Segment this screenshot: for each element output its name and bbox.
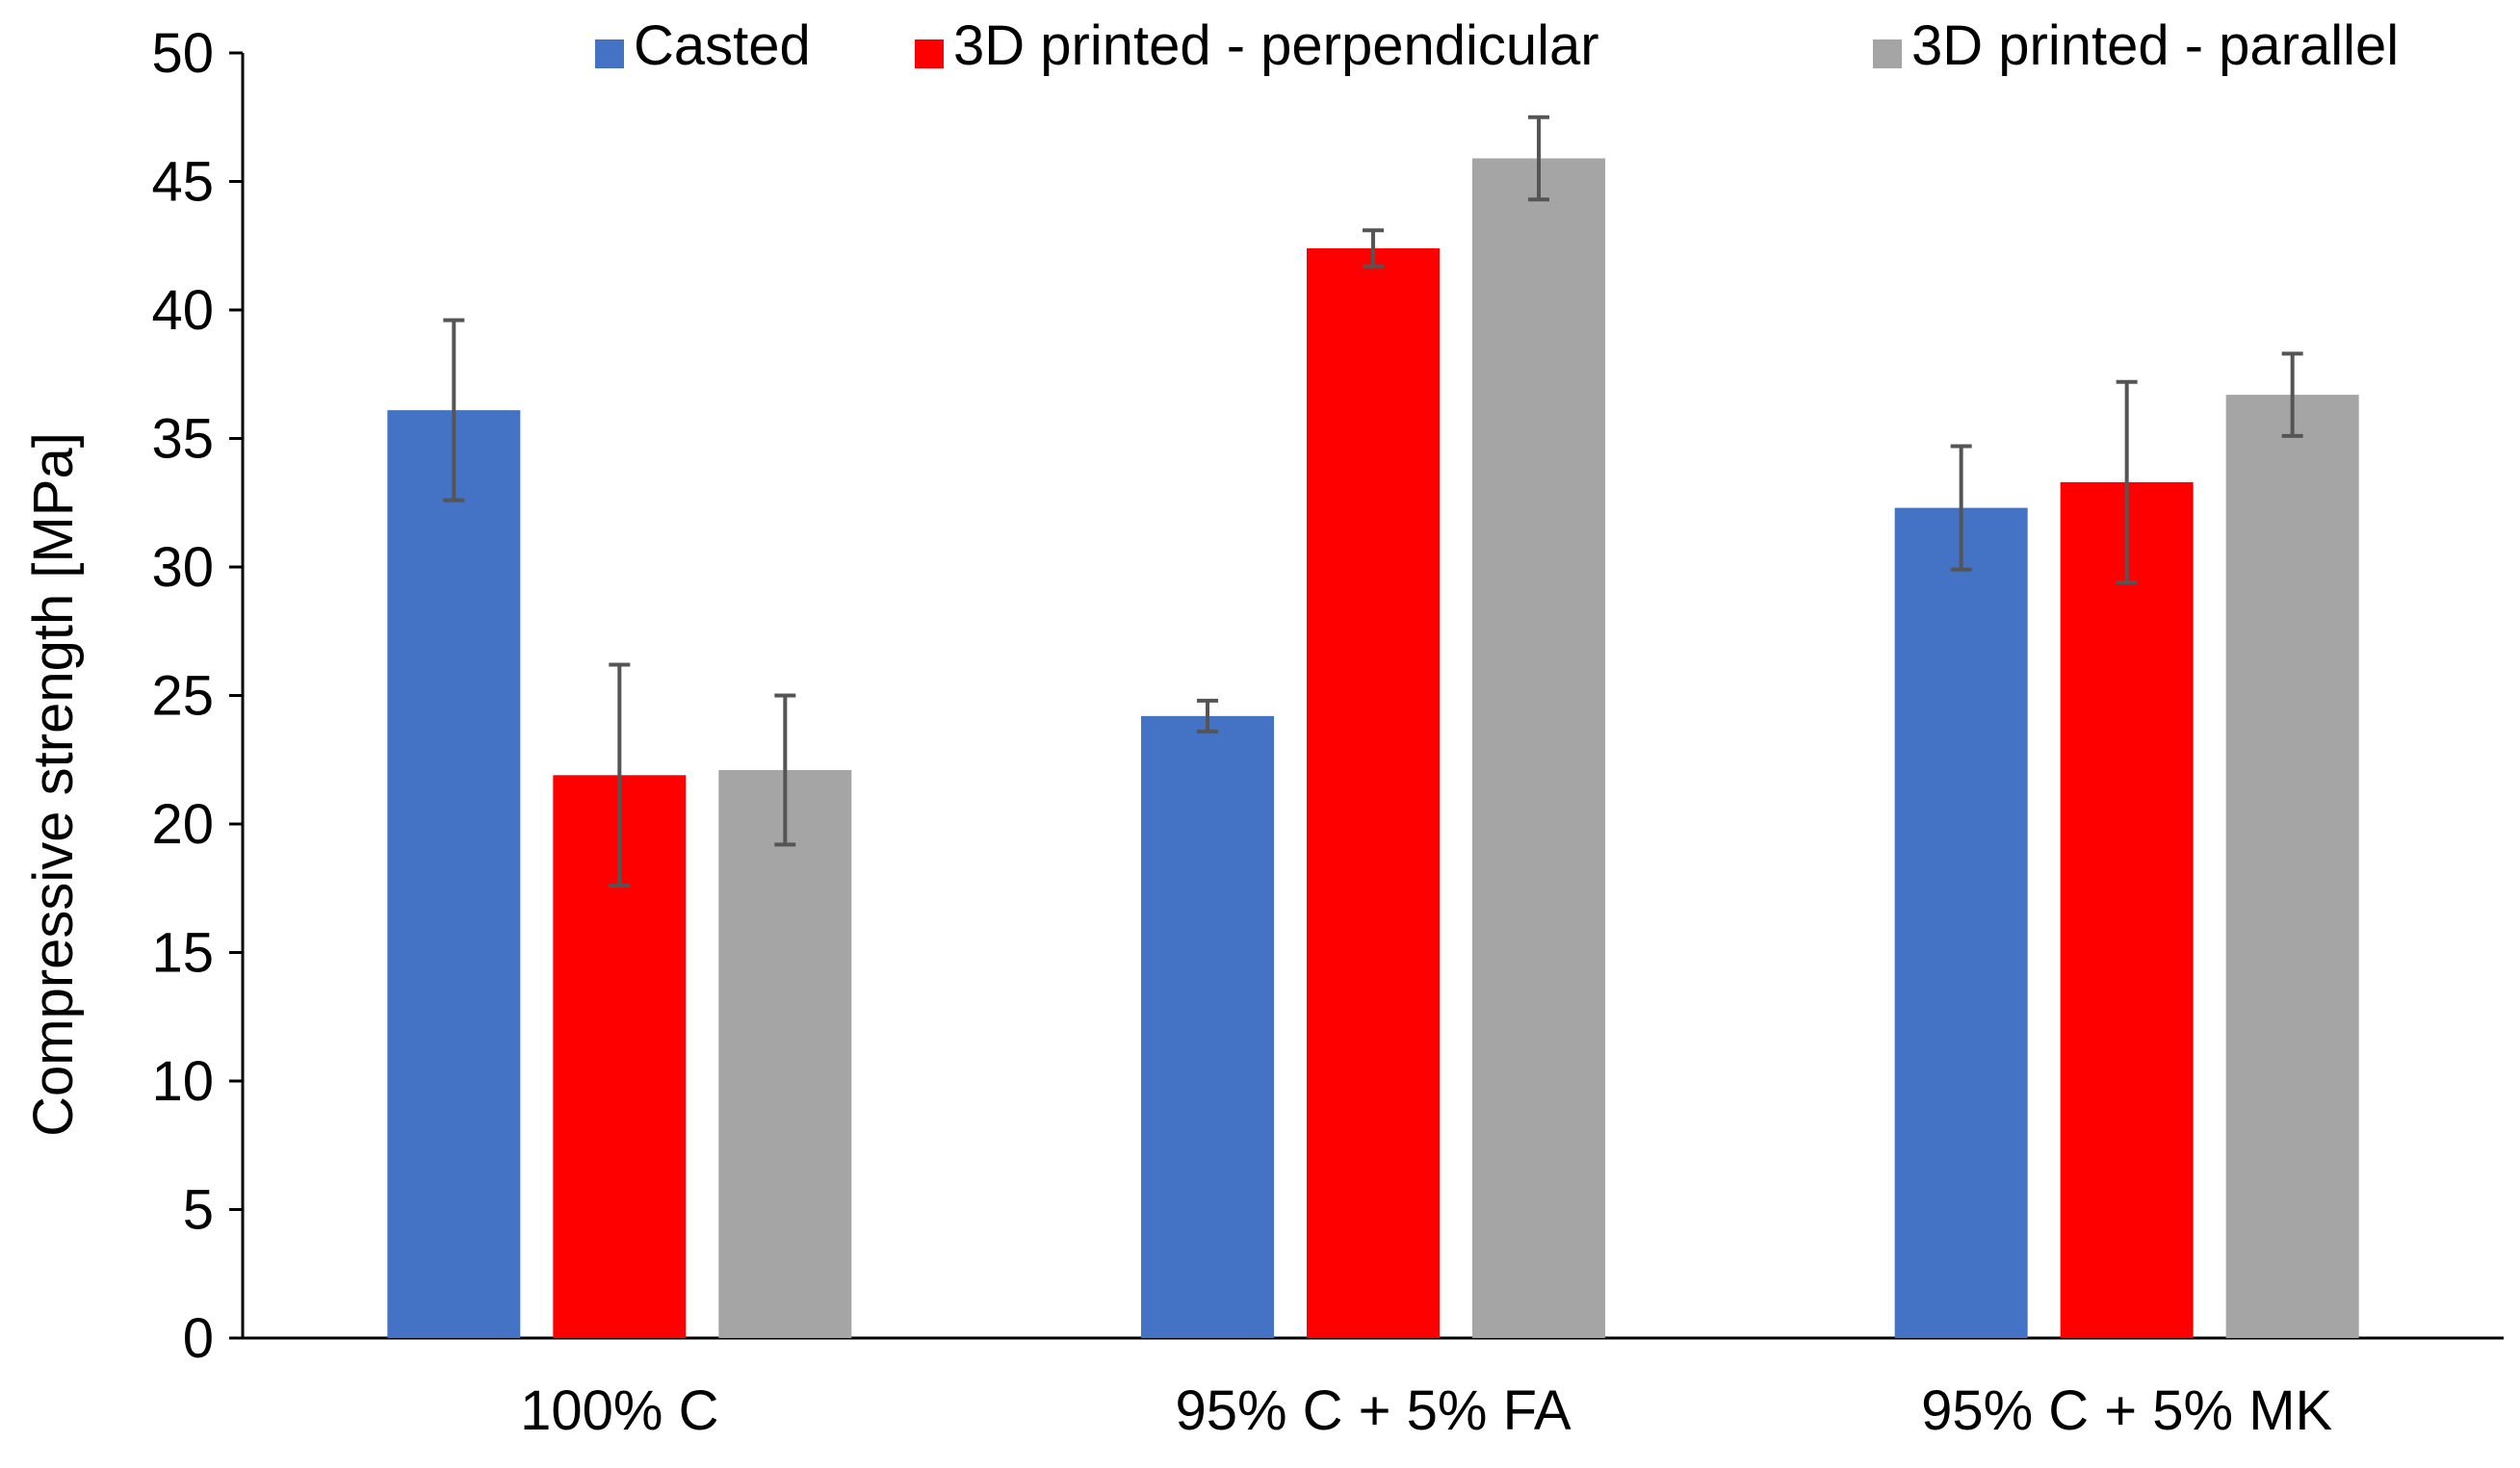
legend-swatch: [915, 39, 944, 68]
y-tick-label: 15: [151, 922, 214, 985]
bar: [1472, 158, 1605, 1339]
bar: [387, 410, 521, 1338]
legend-swatch: [595, 39, 624, 68]
y-tick-label: 5: [183, 1179, 214, 1242]
bar: [1894, 507, 2028, 1338]
legend-label: Casted: [634, 14, 811, 77]
error-bars: [443, 115, 2303, 889]
bar: [2225, 395, 2359, 1338]
y-tick-label: 40: [151, 279, 214, 342]
legend-swatch: [1873, 39, 1902, 68]
y-tick-label: 30: [151, 536, 214, 599]
x-category-label: 100% C: [520, 1379, 718, 1442]
legend-label: 3D printed - perpendicular: [953, 14, 1599, 77]
y-tick-label: 0: [183, 1307, 214, 1370]
legend-label: 3D printed - parallel: [1911, 14, 2399, 77]
bar: [1307, 247, 1440, 1338]
x-category-label: 95% C + 5% FA: [1175, 1379, 1571, 1442]
y-tick-label: 10: [151, 1050, 214, 1113]
y-axis-title: Compressive strength [MPa]: [22, 432, 85, 1137]
legend: Casted 3D printed - perpendicular 3D print…: [595, 14, 2399, 77]
bar: [718, 769, 852, 1338]
y-tick-label: 45: [151, 151, 214, 214]
y-tick-label: 20: [151, 793, 214, 856]
bar: [1141, 715, 1274, 1338]
axes: 0 5 10 15 20 25 30 35 40 45 50 100% C 95% C + 5% FA 9…: [151, 22, 2504, 1442]
y-tick-label: 35: [151, 408, 214, 471]
bar: [2060, 481, 2194, 1338]
y-tick-label: 25: [151, 665, 214, 728]
y-tick-label: 50: [151, 22, 214, 85]
x-category-label: 95% C + 5% MK: [1921, 1379, 2332, 1442]
bars: [387, 158, 2359, 1339]
